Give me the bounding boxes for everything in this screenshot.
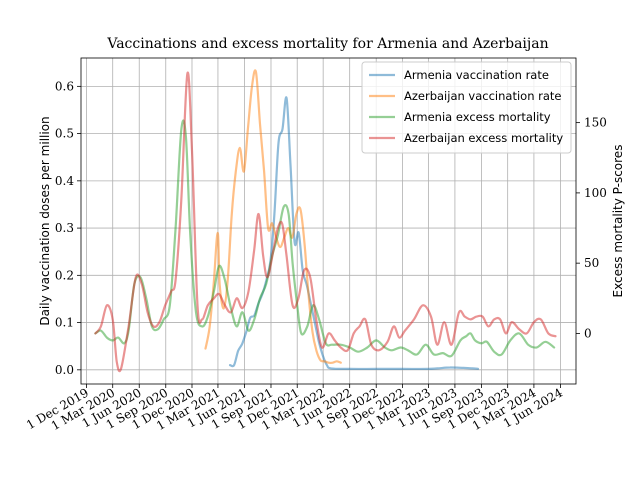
y2-tick-label: 0 (584, 326, 592, 340)
legend-label: Armenia vaccination rate (404, 68, 549, 82)
y-tick-label: 0.0 (55, 363, 74, 377)
legend-label: Azerbaijan excess mortality (404, 131, 563, 145)
y-tick-label: 0.6 (55, 79, 74, 93)
y-axis-label: Daily vaccination doses per million (38, 116, 52, 325)
series-lines (94, 69, 557, 373)
y2-tick-label: 150 (584, 116, 607, 130)
legend-label: Azerbaijan vaccination rate (404, 89, 562, 103)
y-tick-label: 0.2 (55, 268, 74, 282)
y-tick-label: 0.5 (55, 127, 74, 141)
y2-tick-label: 50 (584, 256, 599, 270)
series-line-armenia-vaccination-rate (228, 96, 480, 371)
series-line-armenia-excess-mortality (94, 119, 556, 358)
y2-tick-label: 100 (584, 186, 607, 200)
legend-box (361, 61, 572, 154)
y-tick-label: 0.1 (55, 316, 74, 330)
legend-label: Armenia excess mortality (404, 110, 551, 124)
chart-title: Vaccinations and excess mortality for Ar… (106, 36, 548, 52)
y-tick-label: 0.4 (55, 174, 74, 188)
y-tick-label: 0.3 (55, 221, 74, 235)
plot-frame (80, 57, 577, 385)
series-line-azerbaijan-excess-mortality (94, 71, 557, 373)
legend: Armenia vaccination rate Azerbaijan vacci… (361, 61, 572, 154)
y2-axis-label: Excess mortality P-scores (611, 145, 625, 298)
